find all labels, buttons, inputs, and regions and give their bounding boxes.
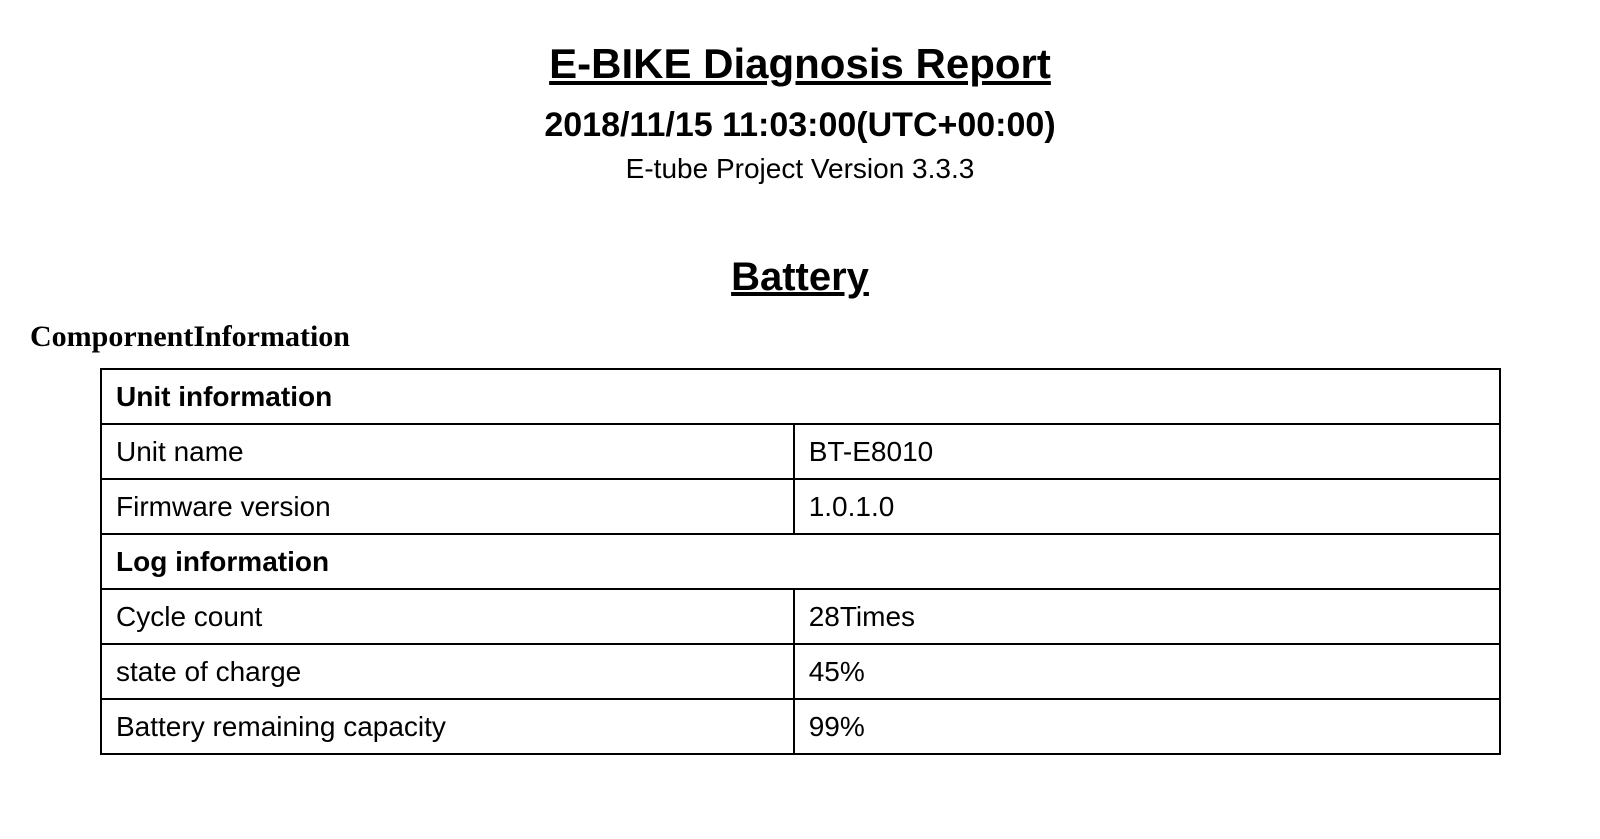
unit-info-header: Unit information xyxy=(101,369,1500,424)
table-row: Cycle count 28Times xyxy=(101,589,1500,644)
unit-name-value: BT-E8010 xyxy=(794,424,1501,479)
log-info-header: Log information xyxy=(101,534,1500,589)
report-page: E-BIKE Diagnosis Report 2018/11/15 11:03… xyxy=(0,0,1600,785)
table-header-log: Log information xyxy=(101,534,1500,589)
table-row: Battery remaining capacity 99% xyxy=(101,699,1500,754)
cycle-count-label: Cycle count xyxy=(101,589,794,644)
component-info-table: Unit information Unit name BT-E8010 Firm… xyxy=(100,368,1501,755)
table-row: Firmware version 1.0.1.0 xyxy=(101,479,1500,534)
table-row: state of charge 45% xyxy=(101,644,1500,699)
firmware-label: Firmware version xyxy=(101,479,794,534)
capacity-label: Battery remaining capacity xyxy=(101,699,794,754)
capacity-value: 99% xyxy=(794,699,1501,754)
section-title: Battery xyxy=(30,255,1570,300)
unit-name-label: Unit name xyxy=(101,424,794,479)
table-row: Unit name BT-E8010 xyxy=(101,424,1500,479)
soc-label: state of charge xyxy=(101,644,794,699)
soc-value: 45% xyxy=(794,644,1501,699)
subsection-label: CompornentInformation xyxy=(30,320,1570,354)
report-version: E-tube Project Version 3.3.3 xyxy=(30,153,1570,185)
report-timestamp: 2018/11/15 11:03:00(UTC+00:00) xyxy=(30,106,1570,145)
report-title: E-BIKE Diagnosis Report xyxy=(30,40,1570,88)
firmware-value: 1.0.1.0 xyxy=(794,479,1501,534)
cycle-count-value: 28Times xyxy=(794,589,1501,644)
table-header-unit: Unit information xyxy=(101,369,1500,424)
